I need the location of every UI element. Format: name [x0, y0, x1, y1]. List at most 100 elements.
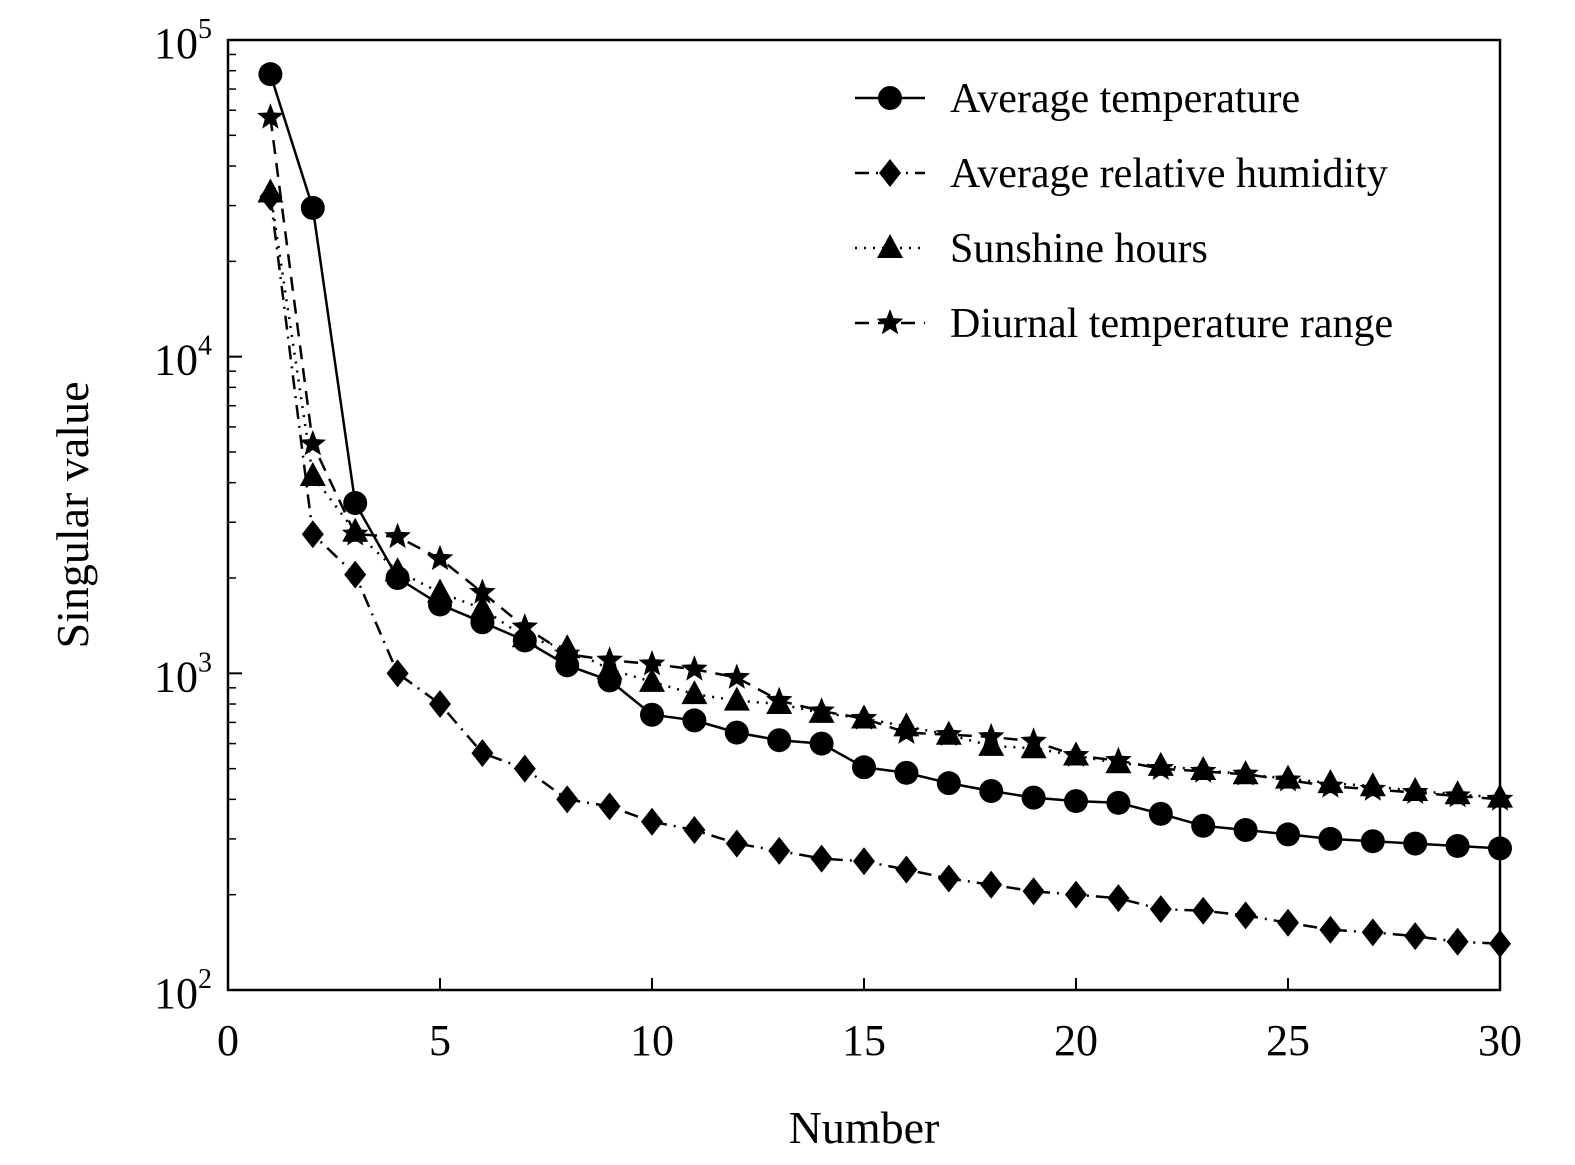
data-point-average-temperature	[1488, 836, 1512, 861]
data-point-average-temperature	[1276, 822, 1300, 847]
data-point-diurnal-temperature-range	[257, 103, 284, 129]
data-point-average-temperature	[682, 708, 707, 733]
series-diurnal-temperature-range	[257, 103, 1514, 811]
data-point-average-relative-humidity	[1404, 922, 1427, 951]
data-point-average-relative-humidity	[386, 659, 409, 688]
data-point-diurnal-temperature-range	[893, 718, 920, 744]
data-point-diurnal-temperature-range	[1317, 772, 1344, 798]
legend-label-sunshine-hours: Sunshine hours	[950, 226, 1208, 272]
data-point-diurnal-temperature-range	[765, 686, 793, 712]
data-point-diurnal-temperature-range	[1147, 754, 1175, 780]
data-point-average-temperature	[1021, 785, 1046, 810]
data-point-average-relative-humidity	[513, 754, 536, 783]
series-line-diurnal-temperature-range	[269, 117, 1501, 801]
data-point-average-temperature	[1148, 801, 1173, 826]
data-point-diurnal-temperature-range	[299, 430, 327, 456]
data-point-average-temperature	[1233, 818, 1258, 843]
data-point-average-temperature	[852, 755, 876, 780]
y-tick-label: 102	[154, 964, 212, 1018]
data-point-average-temperature	[724, 720, 749, 745]
series-layer	[257, 62, 1514, 958]
legend-label-diurnal-temperature-range: Diurnal temperature range	[950, 301, 1393, 347]
data-point-average-temperature	[1064, 789, 1088, 814]
x-axis-ticks: 0 5 10 15 20 25 30	[217, 978, 1522, 1065]
data-point-average-temperature	[894, 760, 919, 785]
data-point-average-temperature	[809, 731, 834, 756]
data-point-diurnal-temperature-range	[1359, 775, 1387, 801]
data-point-average-temperature	[1403, 831, 1428, 856]
data-point-average-temperature	[1106, 790, 1131, 815]
data-point-average-relative-humidity	[1361, 918, 1384, 947]
data-point-average-relative-humidity	[1319, 915, 1342, 944]
y-axis-ticks: 102 103 104 105	[154, 14, 242, 1018]
data-point-diurnal-temperature-range	[596, 646, 623, 672]
data-point-average-temperature	[979, 779, 1004, 804]
data-point-average-temperature	[343, 491, 368, 516]
data-point-diurnal-temperature-range	[511, 613, 539, 639]
data-point-average-temperature	[1318, 826, 1343, 851]
data-point-sunshine-hours	[384, 557, 411, 582]
data-point-average-relative-humidity	[937, 864, 960, 893]
data-point-diurnal-temperature-range	[1274, 766, 1302, 792]
data-point-sunshine-hours	[723, 686, 750, 711]
data-point-sunshine-hours	[596, 655, 623, 680]
data-point-average-relative-humidity	[598, 792, 621, 821]
y-tick-label: 104	[154, 331, 212, 385]
legend-marker-average-temperature	[878, 86, 902, 110]
data-point-average-relative-humidity	[429, 690, 451, 719]
data-point-average-relative-humidity	[980, 870, 1003, 899]
x-tick-label: 20	[1054, 1016, 1098, 1065]
data-point-diurnal-temperature-range	[850, 704, 878, 730]
data-point-diurnal-temperature-range	[384, 522, 411, 549]
data-point-sunshine-hours	[469, 594, 496, 619]
legend-marker-diurnal-temperature-range	[876, 309, 904, 335]
x-tick-label: 15	[842, 1016, 886, 1065]
data-point-sunshine-hours	[511, 623, 538, 648]
series-average-relative-humidity	[259, 182, 1511, 958]
data-point-average-temperature	[258, 62, 283, 87]
data-point-diurnal-temperature-range	[1020, 727, 1047, 753]
data-point-sunshine-hours	[978, 731, 1005, 756]
data-point-diurnal-temperature-range	[1232, 760, 1259, 786]
legend-label-average-temperature: Average temperature	[950, 76, 1300, 122]
x-tick-label: 0	[217, 1016, 239, 1065]
y-tick-label: 105	[154, 14, 212, 68]
y-axis-label: Singular value	[47, 382, 98, 649]
data-point-average-relative-humidity	[1192, 896, 1215, 925]
series-sunshine-hours	[257, 178, 1513, 808]
data-point-sunshine-hours	[257, 178, 284, 203]
x-tick-label: 5	[429, 1016, 451, 1065]
data-point-diurnal-temperature-range	[1401, 778, 1429, 804]
data-point-sunshine-hours	[639, 667, 665, 692]
data-point-average-relative-humidity	[1234, 901, 1257, 930]
x-tick-label: 30	[1478, 1016, 1522, 1065]
data-point-sunshine-hours	[681, 680, 708, 705]
data-point-diurnal-temperature-range	[1444, 782, 1471, 808]
data-point-diurnal-temperature-range	[469, 578, 496, 604]
data-point-average-relative-humidity	[1149, 895, 1172, 924]
data-point-average-temperature	[936, 771, 961, 796]
legend-marker-sunshine-hours	[877, 234, 903, 258]
data-point-average-temperature	[1360, 829, 1385, 854]
data-point-diurnal-temperature-range	[723, 663, 751, 689]
data-point-diurnal-temperature-range	[341, 520, 369, 546]
data-point-average-temperature	[640, 702, 664, 727]
data-point-average-relative-humidity	[1277, 908, 1299, 937]
data-point-diurnal-temperature-range	[426, 544, 454, 571]
data-point-diurnal-temperature-range	[681, 655, 708, 681]
data-point-average-relative-humidity	[895, 855, 918, 884]
legend-marker-average-relative-humidity	[879, 159, 901, 187]
data-point-average-relative-humidity	[1489, 929, 1511, 958]
y-tick-label: 103	[154, 647, 212, 701]
data-point-average-relative-humidity	[725, 829, 748, 858]
data-point-sunshine-hours	[299, 461, 326, 486]
data-point-diurnal-temperature-range	[1105, 746, 1132, 772]
x-tick-label: 25	[1266, 1016, 1310, 1065]
data-point-diurnal-temperature-range	[935, 720, 963, 746]
x-axis-label: Number	[789, 1102, 940, 1153]
data-point-average-relative-humidity	[556, 785, 579, 814]
data-point-sunshine-hours	[427, 578, 453, 603]
x-tick-label: 10	[630, 1016, 674, 1065]
data-point-average-relative-humidity	[768, 836, 791, 865]
